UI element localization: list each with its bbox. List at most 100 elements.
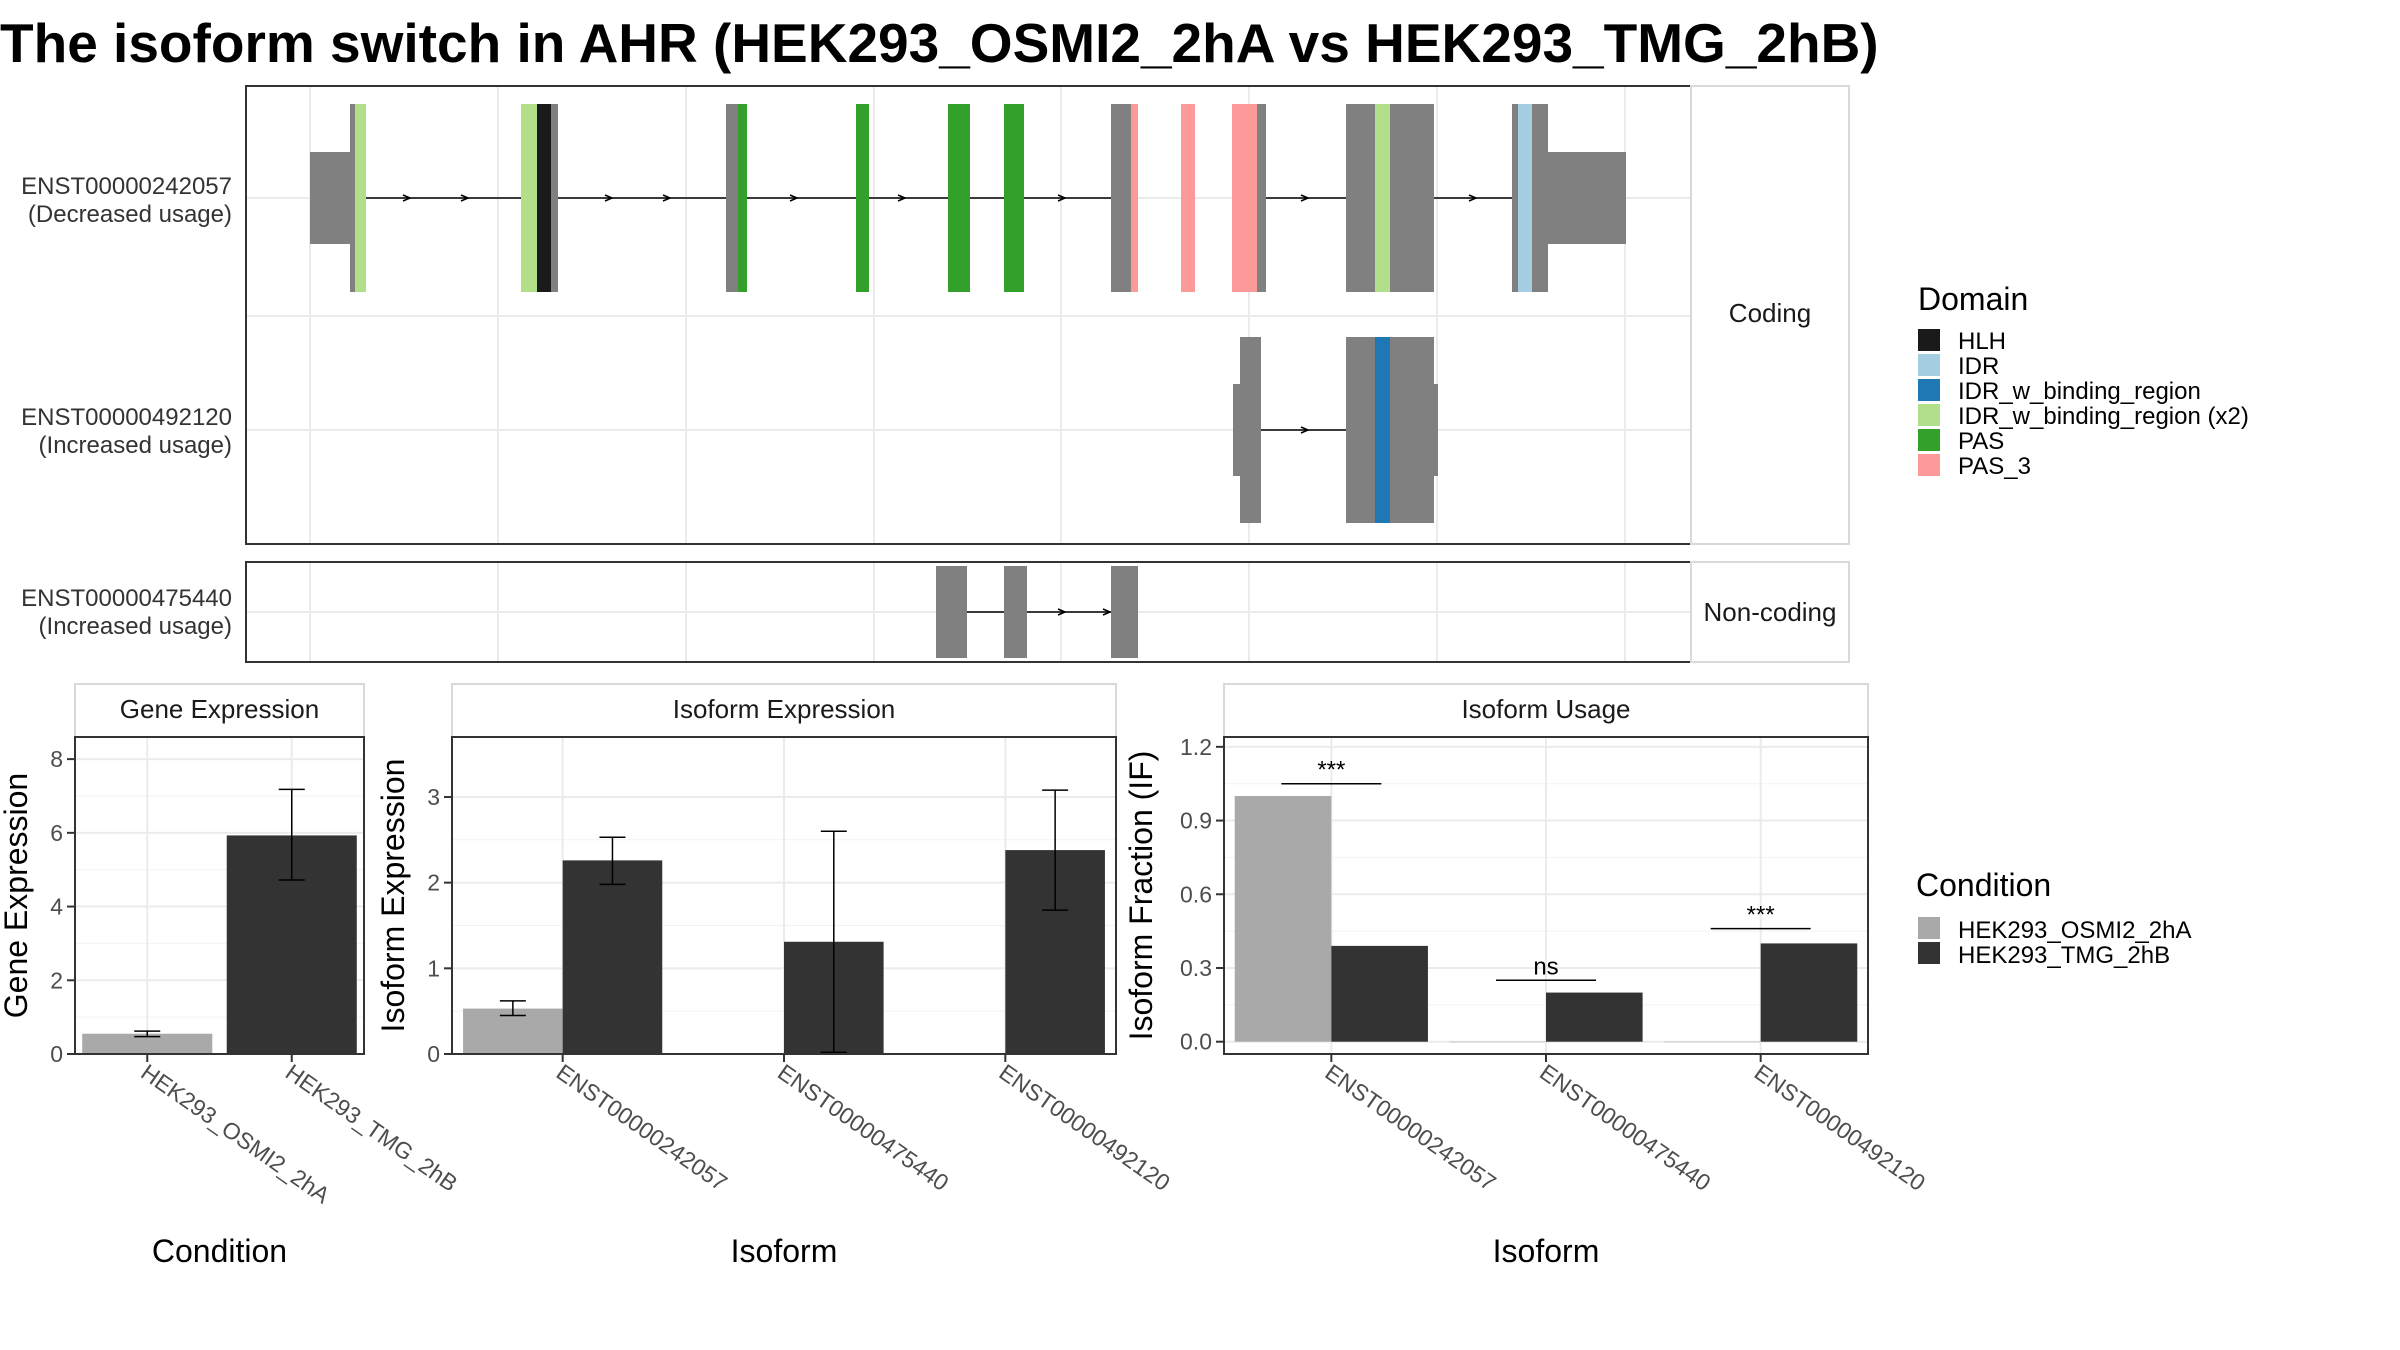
x-tick-label: ENST00000242057 xyxy=(552,1059,732,1196)
y-tick-label: 0.0 xyxy=(1180,1029,1212,1055)
condition-legend-title: Condition xyxy=(1916,867,2051,903)
legend-swatch-HLH xyxy=(1918,329,1940,351)
x-tick-label: ENST00000492120 xyxy=(994,1059,1174,1196)
panel-title-strip xyxy=(74,683,365,738)
panel-title: Isoform Expression xyxy=(673,694,896,724)
bar xyxy=(1760,943,1858,1042)
y-tick-label: 1 xyxy=(427,955,440,981)
intron-arrow xyxy=(460,194,470,202)
domain-block xyxy=(537,104,551,292)
intron-arrow xyxy=(1300,194,1310,202)
domain-block xyxy=(521,104,537,292)
y-tick-label: 2 xyxy=(427,870,440,896)
isoform-track-ENST00000475440 xyxy=(936,566,1138,658)
y-tick-label: 0.6 xyxy=(1180,881,1212,907)
exon-block xyxy=(936,566,967,658)
exon-block xyxy=(1240,337,1261,523)
domain-block xyxy=(1375,104,1390,292)
exon-block xyxy=(1111,566,1138,658)
legend-label-IDR: IDR xyxy=(1958,353,1999,380)
bar xyxy=(1331,945,1428,1042)
x-axis-title: Isoform xyxy=(1493,1233,1600,1269)
significance-label: *** xyxy=(1747,902,1775,929)
figure-title: The isoform switch in AHR (HEK293_OSMI2_… xyxy=(0,12,1879,74)
y-tick-label: 0 xyxy=(427,1041,440,1067)
bar xyxy=(1449,1041,1546,1043)
track-label-usage-3: (Increased usage) xyxy=(39,613,232,640)
x-tick-label: ENST00000475440 xyxy=(1535,1059,1715,1196)
significance-label: *** xyxy=(1317,757,1345,784)
domain-block xyxy=(1131,104,1138,292)
legend-swatch-IDR xyxy=(1918,354,1940,376)
legend-swatch-IDR-binding xyxy=(1918,379,1940,401)
exon-block xyxy=(310,152,352,244)
legend-label-PAS-3: PAS_3 xyxy=(1958,453,2031,480)
domain-block xyxy=(738,104,747,292)
bar xyxy=(1234,795,1332,1042)
intron-arrow xyxy=(1057,608,1067,616)
domain-block xyxy=(1518,104,1532,292)
intron-arrow xyxy=(604,194,614,202)
y-tick-label: 2 xyxy=(50,967,63,993)
y-tick-label: 8 xyxy=(50,746,63,772)
panel-border xyxy=(74,736,365,1055)
intron-arrow xyxy=(1300,426,1310,434)
legend-label-cond1: HEK293_OSMI2_2hA xyxy=(1958,917,2191,944)
exon-block xyxy=(1432,384,1438,476)
legend-swatch-PAS xyxy=(1918,429,1940,451)
track-label-id-1: ENST00000242057 xyxy=(21,173,232,200)
track-label-id-2: ENST00000492120 xyxy=(21,404,232,431)
intron-arrow xyxy=(897,194,907,202)
domain-block xyxy=(355,104,366,292)
x-axis-title: Isoform xyxy=(731,1233,838,1269)
y-axis-title: Isoform Expression xyxy=(375,759,411,1033)
isoform-usage-chart: Isoform Usage *** ns *** 0.0 0.3 0.6 0.9 1.2 ENST… xyxy=(1123,683,1930,1269)
domain-block xyxy=(856,104,869,292)
y-tick-label: 3 xyxy=(427,784,440,810)
track-label-id-3: ENST00000475440 xyxy=(21,585,232,612)
x-tick-label: ENST00000492120 xyxy=(1750,1059,1930,1196)
intron-arrow xyxy=(1468,194,1478,202)
legend-label-cond2: HEK293_TMG_2hB xyxy=(1958,942,2170,969)
coding-strip-label: Coding xyxy=(1729,298,1811,328)
track-label-usage-1: (Decreased usage) xyxy=(28,201,232,228)
coding-strip xyxy=(1690,85,1850,545)
bar xyxy=(1664,1041,1761,1043)
noncoding-strip xyxy=(1690,561,1850,663)
noncoding-strip-label: Non-coding xyxy=(1704,597,1837,627)
y-tick-label: 0.9 xyxy=(1180,808,1212,834)
isoform-expression-chart: Isoform Expression 0 1 2 3 ENST00000242057 ENS… xyxy=(375,683,1175,1269)
legend-label-IDR-binding: IDR_w_binding_region xyxy=(1958,378,2201,405)
y-axis-title: Gene Expression xyxy=(0,773,34,1018)
intron-arrow xyxy=(1057,194,1067,202)
legend-swatch-cond2 xyxy=(1918,942,1940,964)
legend-label-HLH: HLH xyxy=(1958,328,2006,355)
legend-label-PAS: PAS xyxy=(1958,428,2004,455)
isoform-track-ENST00000492120 xyxy=(1233,337,1438,523)
panel-title: Isoform Usage xyxy=(1461,694,1630,724)
domain-block xyxy=(948,104,970,292)
exon-block xyxy=(1538,152,1626,244)
domain-block xyxy=(1181,104,1195,292)
intron-arrow xyxy=(1102,608,1112,616)
legend-swatch-PAS-3 xyxy=(1918,454,1940,476)
condition-legend: Condition HEK293_OSMI2_2hA HEK293_TMG_2h… xyxy=(1916,867,2191,969)
legend-label-IDR-binding-x2: IDR_w_binding_region (x2) xyxy=(1958,403,2249,430)
x-axis-title: Condition xyxy=(152,1233,287,1269)
x-tick-label: ENST00000475440 xyxy=(773,1059,953,1196)
y-tick-label: 6 xyxy=(50,820,63,846)
panel-title-strip xyxy=(1223,683,1869,738)
significance-label: ns xyxy=(1533,953,1558,980)
exon-block xyxy=(1004,566,1027,658)
y-axis-title: Isoform Fraction (IF) xyxy=(1123,751,1159,1041)
panel-title: Gene Expression xyxy=(120,694,319,724)
intron-arrow xyxy=(402,194,412,202)
bar xyxy=(562,860,663,1054)
isoform-structure-plot: Coding Non-coding ENST00000242057 (Decre… xyxy=(21,85,1850,663)
y-tick-label: 4 xyxy=(50,894,63,920)
domain-legend-title: Domain xyxy=(1918,281,2028,317)
intron-arrow xyxy=(662,194,672,202)
domain-block xyxy=(1004,104,1024,292)
domain-legend: Domain HLH IDR IDR_w_binding_region IDR_… xyxy=(1918,281,2249,480)
